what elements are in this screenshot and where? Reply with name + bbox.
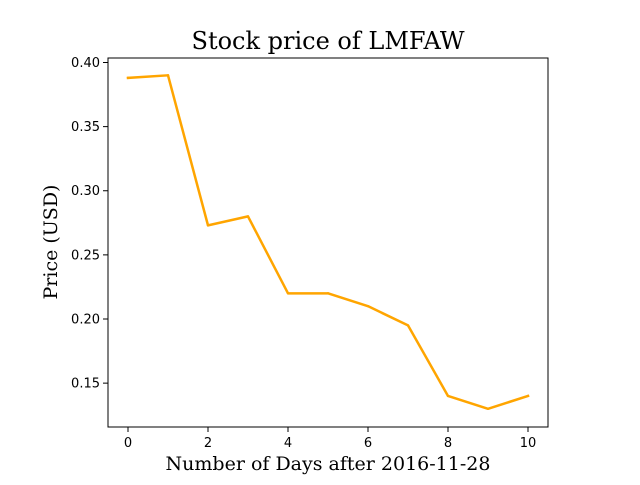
x-tick-label: 4 <box>284 436 292 451</box>
data-point <box>406 324 410 327</box>
data-point <box>126 76 130 80</box>
y-tick-label: 0.20 <box>71 313 100 328</box>
data-point <box>206 224 210 227</box>
data-point <box>446 394 450 398</box>
data-point <box>166 74 170 77</box>
y-tick-label: 0.25 <box>71 248 100 263</box>
plot-frame <box>107 57 549 428</box>
x-tick-label: 10 <box>520 436 537 451</box>
axis-ticks: 0 2 4 6 8 10 0.15 0.20 0.25 0.30 0.35 0.40 <box>71 56 536 451</box>
data-point <box>486 407 490 410</box>
x-tick-label: 8 <box>444 436 452 451</box>
y-tick-label: 0.35 <box>71 120 100 135</box>
x-axis-label: Number of Days after 2016-11-28 <box>166 453 491 475</box>
data-point <box>526 394 530 398</box>
data-point <box>286 292 290 295</box>
chart-title: Stock price of LMFAW <box>192 27 465 55</box>
plot-area <box>126 74 530 411</box>
data-point <box>246 215 250 218</box>
y-tick-label: 0.30 <box>71 184 100 199</box>
x-tick-label: 2 <box>204 436 212 451</box>
y-tick-label: 0.15 <box>71 377 100 392</box>
y-tick-label: 0.40 <box>71 56 100 71</box>
y-axis-label: Price (USD) <box>40 185 62 300</box>
x-tick-label: 6 <box>364 436 372 451</box>
data-point <box>366 304 370 308</box>
data-point <box>326 292 330 295</box>
x-tick-label: 0 <box>124 436 132 451</box>
